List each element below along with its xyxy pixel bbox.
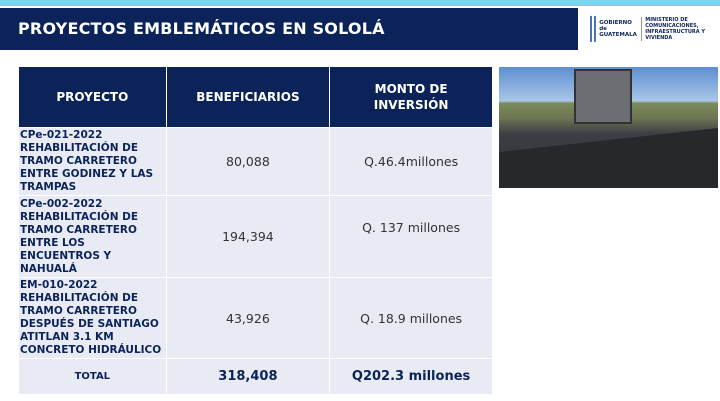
col-monto: MONTO DE INVERSIÓN — [329, 66, 493, 128]
road-surface — [499, 128, 718, 188]
table-row: EM-010-2022 REHABILITACIÓN DE TRAMO CARR… — [18, 277, 493, 359]
gobierno-label: GOBIERNO de GUATEMALA — [599, 20, 637, 38]
proyecto-cell: EM-010-2022 REHABILITACIÓN DE TRAMO CARR… — [18, 277, 167, 359]
col-proyecto: PROYECTO — [18, 66, 167, 128]
beneficiarios-cell: 80,088 — [165, 127, 331, 196]
total-row: TOTAL 318,408 Q202.3 millones — [18, 358, 493, 395]
total-label: TOTAL — [18, 358, 167, 395]
monto-cell: Q.46.4millones — [329, 127, 493, 196]
col-beneficiarios: BENEFICIARIOS — [165, 66, 331, 128]
ministry-logo: GOBIERNO de GUATEMALA MINISTERIO DE COMU… — [590, 12, 715, 46]
table-row: CPe-002-2022 REHABILITACIÓN DE TRAMO CAR… — [18, 195, 493, 278]
beneficiarios-cell: 194,394 — [165, 195, 331, 278]
total-beneficiarios: 318,408 — [165, 358, 331, 395]
page-title: PROYECTOS EMBLEMÁTICOS EN SOLOLÁ — [0, 8, 578, 50]
table-row: CPe-021-2022 REHABILITACIÓN DE TRAMO CAR… — [18, 127, 493, 196]
projects-table: PROYECTO BENEFICIARIOS MONTO DE INVERSIÓ… — [18, 66, 493, 395]
monto-cell: Q. 18.9 millones — [329, 277, 493, 359]
proyecto-cell: CPe-021-2022 REHABILITACIÓN DE TRAMO CAR… — [18, 127, 167, 196]
monto-cell: Q. 137 millones — [329, 195, 493, 278]
ministerio-label: MINISTERIO DE COMUNICACIONES, INFRAESTRU… — [645, 17, 705, 41]
beneficiarios-cell: 43,926 — [165, 277, 331, 359]
table-header: PROYECTO BENEFICIARIOS MONTO DE INVERSIÓ… — [18, 66, 493, 128]
proyecto-cell: CPe-002-2022 REHABILITACIÓN DE TRAMO CAR… — [18, 195, 167, 278]
road-paving-photo — [499, 67, 718, 188]
paving-machine — [574, 69, 632, 124]
top-accent-strip — [0, 0, 720, 6]
total-monto: Q202.3 millones — [329, 358, 493, 395]
flag-bars-icon — [590, 15, 596, 43]
